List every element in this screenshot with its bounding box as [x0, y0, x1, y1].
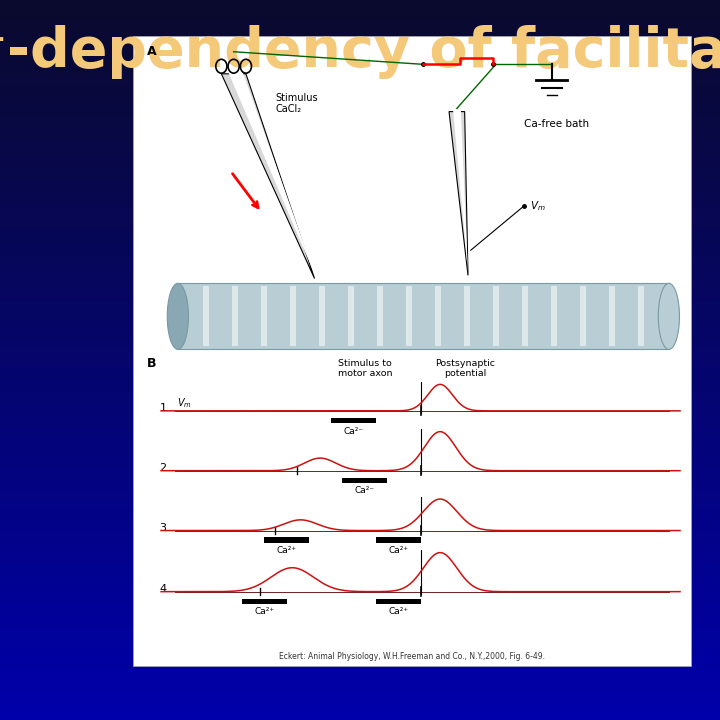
Bar [331, 418, 376, 423]
Text: A: A [147, 45, 157, 58]
Text: Ca²⁺: Ca²⁺ [388, 608, 408, 616]
Text: Stimulus
CaCl₂: Stimulus CaCl₂ [276, 93, 318, 114]
Bar [133, 36, 691, 666]
Bar [464, 287, 470, 346]
Polygon shape [226, 68, 315, 275]
Text: Ca-free bath: Ca-free bath [523, 120, 589, 129]
Text: $V_m$: $V_m$ [531, 199, 546, 213]
Text: Postsynaptic
potential: Postsynaptic potential [435, 359, 495, 378]
Text: Ca²⁻: Ca²⁻ [343, 426, 364, 436]
Bar [290, 287, 296, 346]
Ellipse shape [167, 283, 189, 349]
Text: Ca⁺⁺-dependency of facilitation: Ca⁺⁺-dependency of facilitation [0, 25, 720, 79]
Polygon shape [221, 73, 315, 279]
Text: Ca²⁺: Ca²⁺ [254, 608, 274, 616]
Text: Ca²⁺: Ca²⁺ [388, 546, 408, 555]
Text: B: B [147, 357, 157, 370]
Text: 1: 1 [160, 403, 167, 413]
Bar [348, 287, 354, 346]
Bar [493, 287, 499, 346]
Bar [435, 287, 441, 346]
Text: 4: 4 [160, 584, 167, 594]
Bar [551, 287, 557, 346]
Bar [343, 477, 387, 482]
Polygon shape [449, 112, 468, 275]
Text: $V_m$: $V_m$ [176, 397, 192, 410]
Text: 3: 3 [160, 523, 167, 533]
Bar [580, 287, 586, 346]
Bar [376, 537, 420, 543]
Bar [319, 287, 325, 346]
Bar [377, 287, 383, 346]
Bar [242, 598, 287, 603]
Bar [232, 287, 238, 346]
Bar [609, 287, 616, 346]
Text: Stimulus to
motor axon: Stimulus to motor axon [338, 359, 392, 378]
Bar [638, 287, 644, 346]
Text: Eckert: Animal Physiology, W.H.Freeman and Co., N.Y.,2000, Fig. 6-49.: Eckert: Animal Physiology, W.H.Freeman a… [279, 652, 545, 661]
Text: 2: 2 [160, 463, 167, 473]
Bar [376, 598, 420, 603]
Bar [406, 287, 413, 346]
Bar [261, 287, 267, 346]
Polygon shape [453, 109, 468, 272]
Bar [178, 283, 669, 349]
Bar [522, 287, 528, 346]
Text: Ca²⁺: Ca²⁺ [276, 546, 297, 555]
Text: Ca²⁻: Ca²⁻ [355, 487, 375, 495]
Bar [203, 287, 209, 346]
Bar [264, 537, 309, 543]
Ellipse shape [658, 283, 680, 349]
